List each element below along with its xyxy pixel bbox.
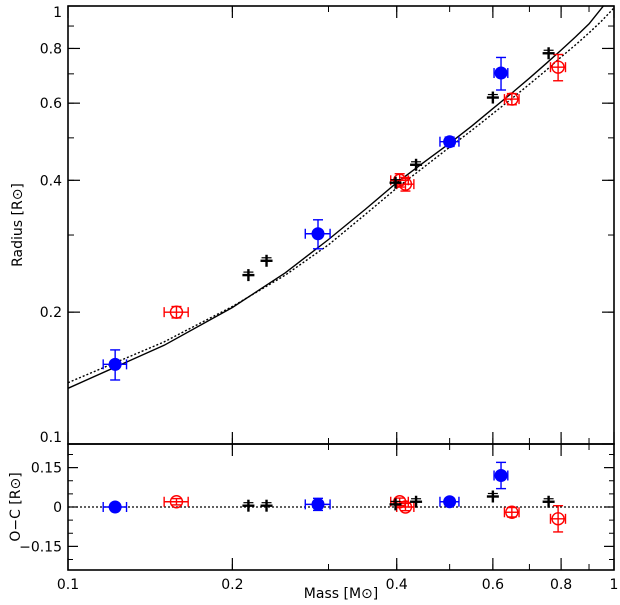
data-point — [410, 158, 423, 171]
x-tick-label: 0.1 — [57, 577, 79, 593]
main-y-tick-label: 0.1 — [40, 430, 62, 446]
residual-point — [494, 469, 508, 482]
data-point — [311, 227, 325, 241]
model-curve-dotted — [68, 7, 614, 384]
main-y-tick-label: 0.2 — [40, 305, 62, 321]
main-y-tick-label: 0.4 — [40, 173, 62, 189]
residual-point — [311, 497, 325, 511]
data-point — [542, 47, 555, 60]
main-y-tick-label: 0.6 — [40, 96, 62, 112]
model-curve-solid — [68, 6, 605, 389]
res-y-tick-label: −0.15 — [19, 539, 62, 555]
residual-panel: 0.1 0.2 0.4 0.6 0.8 1 0.15 0 −0.15 — [19, 443, 619, 593]
residual-y-axis-title: O−C [R⊙] — [8, 472, 24, 541]
x-tick-label: 0.8 — [550, 577, 572, 593]
x-axis-title: Mass [M⊙] — [304, 586, 378, 602]
residual-point — [398, 500, 413, 514]
main-y-axis-title: Radius [R⊙] — [10, 183, 26, 267]
residual-point — [486, 490, 499, 503]
residual-point — [443, 495, 457, 509]
data-point — [398, 177, 413, 191]
data-point — [108, 357, 122, 371]
main-y-tick-label: 0.8 — [40, 41, 62, 57]
residual-point — [410, 495, 423, 508]
data-point — [242, 269, 255, 282]
main-y-tick-label: 1 — [53, 5, 62, 21]
residual-point — [389, 498, 402, 511]
residual-point — [542, 495, 555, 508]
data-point — [169, 305, 184, 319]
residual-point — [108, 500, 122, 514]
data-point — [443, 135, 457, 149]
data-point — [389, 176, 402, 189]
x-tick-label: 1 — [610, 577, 619, 593]
residual-point — [260, 499, 273, 512]
res-y-tick-label: 0 — [53, 500, 62, 516]
main-panel: 0.1 0.2 0.4 0.6 0.8 1 — [40, 5, 615, 570]
data-point — [505, 92, 519, 106]
data-point — [486, 91, 499, 104]
data-point — [551, 60, 565, 74]
residual-point — [169, 495, 184, 509]
residual-point — [551, 512, 565, 526]
x-tick-label: 0.6 — [482, 577, 504, 593]
res-y-tick-label: 0.15 — [31, 461, 62, 477]
data-point — [260, 254, 273, 267]
residual-point — [242, 499, 255, 512]
x-tick-label: 0.2 — [221, 577, 243, 593]
data-point — [494, 66, 508, 80]
x-tick-label: 0.4 — [386, 577, 408, 593]
residual-point — [505, 505, 519, 519]
main-plot-frame — [67, 5, 615, 445]
